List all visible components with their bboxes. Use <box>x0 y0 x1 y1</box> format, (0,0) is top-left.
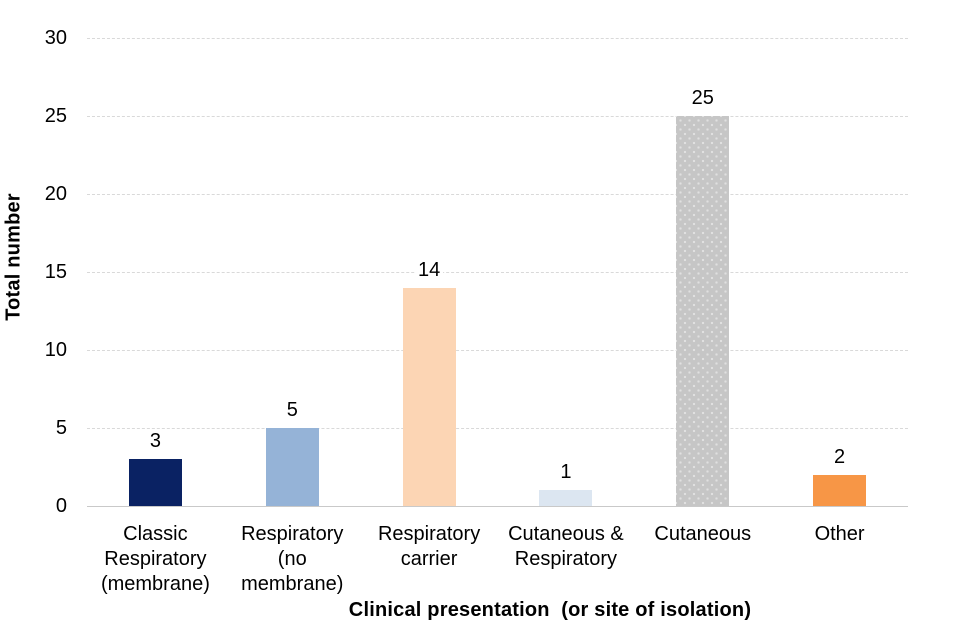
data-label-other: 2 <box>805 445 875 469</box>
bar-classic-respiratory-membrane <box>128 459 182 506</box>
data-label-respiratory-no-membrane: 5 <box>257 398 327 422</box>
x-tick-label-respiratory-carrier: Respiratory carrier <box>377 523 481 570</box>
y-tick-label-20: 20 <box>44 183 67 205</box>
y-tick-label-30: 30 <box>44 27 67 49</box>
gridline-25 <box>87 116 908 117</box>
x-tick-label-classic-respiratory-membrane: Classic Respiratory (membrane) <box>100 523 210 595</box>
gridline-10 <box>87 350 908 351</box>
x-axis-title: Clinical presentation (or site of isolat… <box>348 599 752 621</box>
gridline-30 <box>87 38 908 39</box>
data-label-value: 3 <box>146 430 164 453</box>
data-label-classic-respiratory-membrane: 3 <box>120 429 190 453</box>
bar-respiratory-carrier <box>402 287 456 506</box>
gridline-15 <box>87 272 908 273</box>
x-tick-label-respiratory-no-membrane: Respiratory (no membrane) <box>241 523 344 595</box>
data-label-value: 1 <box>557 461 575 484</box>
y-axis-title: Total number <box>2 193 25 321</box>
gridline-20 <box>87 194 908 195</box>
data-label-respiratory-carrier: 14 <box>394 258 464 282</box>
y-tick-label-25: 25 <box>44 105 67 127</box>
x-tick-label-cutaneous-respiratory: Cutaneous & Respiratory <box>508 523 624 570</box>
x-axis-line <box>87 506 908 507</box>
plot-area <box>87 38 908 507</box>
data-label-cutaneous-respiratory: 1 <box>531 460 601 484</box>
data-label-value: 5 <box>283 399 301 421</box>
y-tick-label-5: 5 <box>55 417 67 439</box>
data-label-value: 2 <box>831 445 849 468</box>
x-tick-label-other: Other <box>814 523 865 545</box>
y-tick-label-10: 10 <box>44 339 67 361</box>
data-label-value: 25 <box>688 87 717 109</box>
data-label-value: 14 <box>414 258 444 281</box>
y-tick-label-15: 15 <box>44 261 67 283</box>
x-tick-label-cutaneous: Cutaneous <box>654 523 752 545</box>
bar-other <box>813 474 867 506</box>
bar-cutaneous-respiratory <box>539 490 593 506</box>
data-label-cutaneous: 25 <box>668 86 738 110</box>
bar-respiratory-no-membrane <box>265 428 319 506</box>
gridline-5 <box>87 428 908 429</box>
y-tick-label-0: 0 <box>55 495 67 517</box>
bar-cutaneous <box>676 116 730 506</box>
